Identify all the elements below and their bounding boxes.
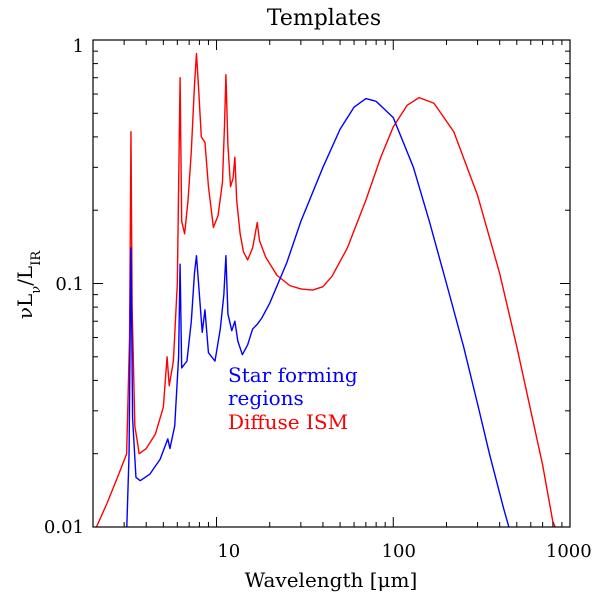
x-axis-label: Wavelength [μm] bbox=[245, 568, 418, 592]
series-line-diffuse-ism bbox=[95, 52, 556, 527]
ticks-layer bbox=[92, 39, 571, 528]
x-tick-label-10: 10 bbox=[217, 541, 240, 562]
x-tick-label-100: 100 bbox=[382, 541, 416, 562]
series-line-star-forming-regions bbox=[126, 97, 510, 527]
y-tick-labels: 0.01 0.1 1 bbox=[44, 36, 84, 538]
legend-entry-diffuse-ism: Diffuse ISM bbox=[228, 410, 348, 434]
x-tick-labels: 10 100 1000 bbox=[217, 541, 591, 562]
series-layer bbox=[95, 52, 556, 527]
x-tick-label-1000: 1000 bbox=[546, 541, 592, 562]
legend-entry-star-forming-line1: Star forming bbox=[228, 363, 358, 387]
y-axis-label: νLν/LIR bbox=[13, 250, 44, 320]
legend: Star forming regions Diffuse ISM bbox=[228, 363, 358, 434]
plot-frame bbox=[92, 39, 571, 528]
legend-entry-star-forming-line2: regions bbox=[228, 386, 304, 410]
y-tick-label-1: 1 bbox=[73, 36, 84, 57]
y-tick-label-0.01: 0.01 bbox=[44, 517, 84, 538]
chart-title: Templates bbox=[267, 6, 381, 31]
y-tick-label-0.1: 0.1 bbox=[55, 274, 84, 295]
